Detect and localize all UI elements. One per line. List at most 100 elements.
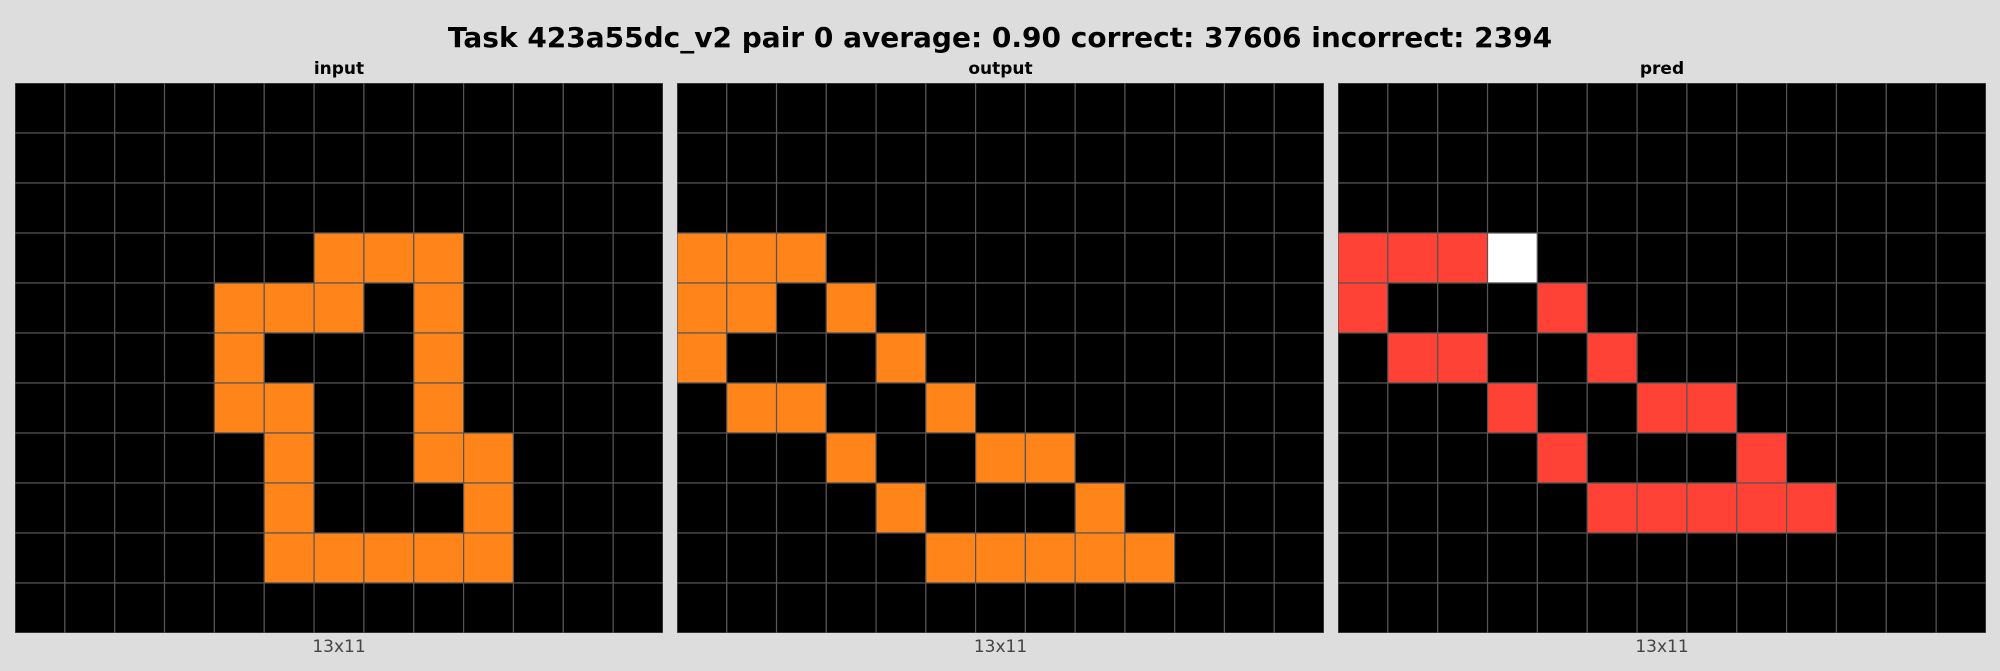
- grid-cell: [15, 482, 66, 534]
- grid-cell: [775, 382, 827, 434]
- grid-cell: [1536, 332, 1588, 384]
- grid-cell: [1074, 532, 1126, 584]
- grid-cell: [1786, 432, 1838, 484]
- grid-cell: [1885, 282, 1937, 334]
- grid-cell: [1273, 182, 1324, 234]
- grid-cell: [1835, 132, 1887, 184]
- grid-cell: [263, 282, 315, 334]
- grid-cell: [1387, 582, 1439, 633]
- panel-dims-input: 13x11: [312, 637, 366, 657]
- grid-cell: [726, 232, 778, 284]
- panel-dims-pred: 13x11: [1635, 637, 1689, 657]
- grid-cell: [1273, 582, 1324, 633]
- grid-cell: [114, 332, 166, 384]
- grid-cell: [213, 282, 265, 334]
- grid-cell: [726, 83, 778, 134]
- grid-cell: [1387, 132, 1439, 184]
- grid-cell: [1223, 482, 1275, 534]
- grid-cell: [1686, 83, 1738, 134]
- panel-output: output 13x11: [677, 58, 1324, 658]
- grid-cell: [562, 232, 614, 284]
- grid-cell: [1536, 482, 1588, 534]
- grid-cell: [263, 132, 315, 184]
- grid-cell: [114, 83, 166, 134]
- grid-cell: [612, 482, 663, 534]
- grid-cell: [313, 482, 365, 534]
- grid-cell: [975, 582, 1026, 633]
- grid-cell: [1536, 182, 1588, 234]
- grid-cell: [163, 382, 215, 434]
- grid-cell: [1786, 532, 1838, 584]
- grid-cell: [15, 382, 66, 434]
- grid-cell: [1074, 582, 1126, 633]
- grid-cell: [1387, 532, 1439, 584]
- grid-cell: [114, 482, 166, 534]
- grid-cell: [1536, 132, 1588, 184]
- grid-cell: [1486, 332, 1538, 384]
- grid-cell: [1338, 282, 1389, 334]
- grid-cell: [1437, 382, 1489, 434]
- grid-cell: [1935, 432, 1986, 484]
- grid-cell: [1736, 182, 1788, 234]
- grid-cell: [726, 532, 778, 584]
- grid-cell: [363, 432, 415, 484]
- grid-cell: [612, 382, 663, 434]
- grid-cell: [975, 132, 1026, 184]
- grid-cell: [213, 232, 265, 284]
- grid-cell: [1174, 532, 1226, 584]
- grid-cell: [1024, 432, 1076, 484]
- grid-cell: [512, 83, 564, 134]
- grid-cell: [64, 332, 116, 384]
- grid-cell: [1786, 282, 1838, 334]
- grid-cell: [1124, 482, 1176, 534]
- grid-cell: [463, 282, 515, 334]
- grid-cell: [1586, 182, 1638, 234]
- grid-cell: [413, 182, 465, 234]
- grid-cell: [114, 132, 166, 184]
- grid-cell: [612, 282, 663, 334]
- grid-cell: [562, 482, 614, 534]
- grid-cell: [1786, 83, 1838, 134]
- grid-cell: [1273, 432, 1324, 484]
- grid-cell: [1024, 282, 1076, 334]
- panel-input: input 13x11: [15, 58, 663, 658]
- grid-cell: [1024, 482, 1076, 534]
- grid-cell: [1935, 182, 1986, 234]
- grid-cell: [1736, 382, 1788, 434]
- grid-cell: [1536, 232, 1588, 284]
- grid-cell: [413, 132, 465, 184]
- grid-cell: [313, 382, 365, 434]
- grid-cell: [1586, 132, 1638, 184]
- grid-cell: [726, 132, 778, 184]
- grid-cell: [1686, 532, 1738, 584]
- grid-cell: [562, 582, 614, 633]
- grid-cell: [1935, 332, 1986, 384]
- grid-cell: [612, 232, 663, 284]
- grid-cell: [1437, 532, 1489, 584]
- grid-cell: [1935, 532, 1986, 584]
- grid-cell: [875, 582, 927, 633]
- grid-cell: [1437, 132, 1489, 184]
- grid-cell: [875, 83, 927, 134]
- grid-cell: [1935, 232, 1986, 284]
- grid-cell: [1486, 83, 1538, 134]
- grid-cell: [612, 432, 663, 484]
- grid-cell: [1536, 382, 1588, 434]
- grid-cell: [163, 332, 215, 384]
- grid-cell: [463, 332, 515, 384]
- grid-cell: [1024, 232, 1076, 284]
- grid-cell: [1174, 482, 1226, 534]
- grid-cell: [1586, 382, 1638, 434]
- panel-title-output: output: [968, 59, 1033, 79]
- grid-cell: [975, 232, 1026, 284]
- grid-cell: [1124, 332, 1176, 384]
- grid-cell: [413, 482, 465, 534]
- grid-cell: [1536, 532, 1588, 584]
- grid-cell: [1736, 482, 1788, 534]
- grid-cell: [1935, 482, 1986, 534]
- grid-cell: [1338, 232, 1389, 284]
- grid-cell: [1338, 332, 1389, 384]
- grid-cell: [463, 232, 515, 284]
- grid-cell: [875, 432, 927, 484]
- grid-cell: [263, 83, 315, 134]
